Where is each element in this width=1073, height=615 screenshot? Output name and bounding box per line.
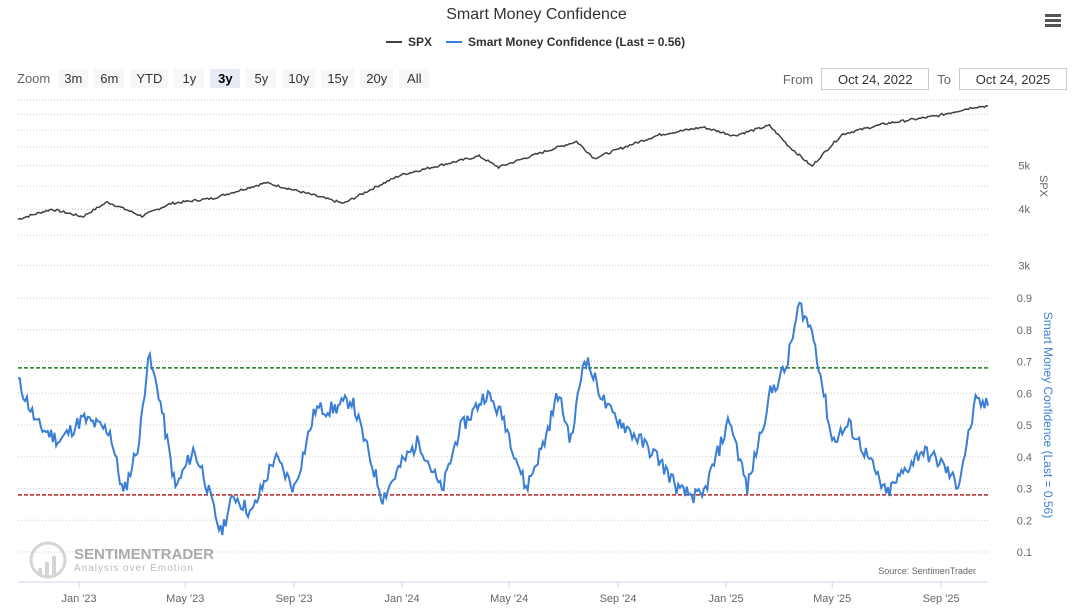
x-tick-label: Jan '25 xyxy=(708,593,743,605)
zoom-button-6m[interactable]: 6m xyxy=(94,69,125,88)
smc-axis-label: Smart Money Confidence (Last = 0.56) xyxy=(1041,312,1055,518)
zoom-button-10y[interactable]: 10y xyxy=(282,69,316,88)
watermark-bar-icon xyxy=(52,556,56,576)
spx-tick-label: 4k xyxy=(1018,204,1030,216)
chart-title: Smart Money Confidence xyxy=(446,6,627,23)
x-tick-label: Jan '23 xyxy=(61,593,96,605)
x-tick-label: Sep '25 xyxy=(923,593,960,605)
spx-axis-label: SPX xyxy=(1037,175,1049,198)
from-label: From xyxy=(782,71,814,87)
zoom-button-20y[interactable]: 20y xyxy=(360,69,394,88)
smc-tick-label: 0.6 xyxy=(1017,388,1032,400)
spx-series-line xyxy=(17,105,989,220)
watermark-bar-icon xyxy=(38,568,42,576)
legend-label-smc: Smart Money Confidence (Last = 0.56) xyxy=(468,35,686,49)
legend-item-spx[interactable]: SPX xyxy=(386,35,432,49)
watermark-logo xyxy=(29,541,67,579)
zoom-button-3y[interactable]: 3y xyxy=(210,69,241,88)
smc-tick-label: 0.2 xyxy=(1017,515,1032,527)
legend: SPX Smart Money Confidence (Last = 0.56) xyxy=(386,35,685,49)
x-tick-label: May '25 xyxy=(813,593,851,605)
watermark-magnifier-icon xyxy=(29,541,67,579)
zoom-button-1y[interactable]: 1y xyxy=(174,69,205,88)
smc-tick-label: 0.8 xyxy=(1017,325,1032,337)
zoom-button-ytd[interactable]: YTD xyxy=(130,69,169,88)
legend-swatch-spx xyxy=(386,41,402,43)
x-tick-label: Sep '24 xyxy=(600,593,637,605)
zoom-button-15y[interactable]: 15y xyxy=(321,69,355,88)
smc-series-line xyxy=(18,301,989,536)
zoom-button-5y[interactable]: 5y xyxy=(246,69,277,88)
legend-swatch-smc xyxy=(446,41,463,43)
watermark-brand: SENTIMENTRADER xyxy=(74,546,214,563)
to-date-input[interactable] xyxy=(959,68,1067,90)
smc-tick-label: 0.7 xyxy=(1017,357,1032,369)
watermark-bar-icon xyxy=(45,562,49,576)
zoom-button-3m[interactable]: 3m xyxy=(58,69,89,88)
spx-tick-label: 3k xyxy=(1018,260,1030,272)
to-label: To xyxy=(937,71,951,87)
x-tick-label: May '23 xyxy=(166,593,204,605)
x-tick-label: Sep '23 xyxy=(276,593,313,605)
x-tick-label: May '24 xyxy=(490,593,528,605)
date-range: From To xyxy=(783,68,1067,90)
source-credit: Source: SentimenTrader xyxy=(878,566,976,576)
legend-item-smc[interactable]: Smart Money Confidence (Last = 0.56) xyxy=(446,35,685,49)
zoom-button-all[interactable]: All xyxy=(399,69,430,88)
x-tick-label: Jan '24 xyxy=(385,593,420,605)
zoom-label: Zoom xyxy=(17,71,51,86)
spx-tick-label: 5k xyxy=(1018,161,1030,173)
smc-tick-label: 0.5 xyxy=(1017,420,1032,432)
smc-tick-label: 0.9 xyxy=(1017,293,1032,305)
legend-label-spx: SPX xyxy=(408,35,433,49)
smc-tick-label: 0.1 xyxy=(1017,547,1032,559)
context-menu-icon[interactable] xyxy=(1045,12,1061,29)
from-date-input[interactable] xyxy=(821,68,930,90)
smc-tick-label: 0.4 xyxy=(1017,452,1032,464)
watermark-tagline: Analysis over Emotion xyxy=(74,563,194,574)
smc-tick-label: 0.3 xyxy=(1017,484,1032,496)
zoom-bar: Zoom 3m 6m YTD 1y 3y 5y 10y 15y 20y All xyxy=(17,69,430,88)
